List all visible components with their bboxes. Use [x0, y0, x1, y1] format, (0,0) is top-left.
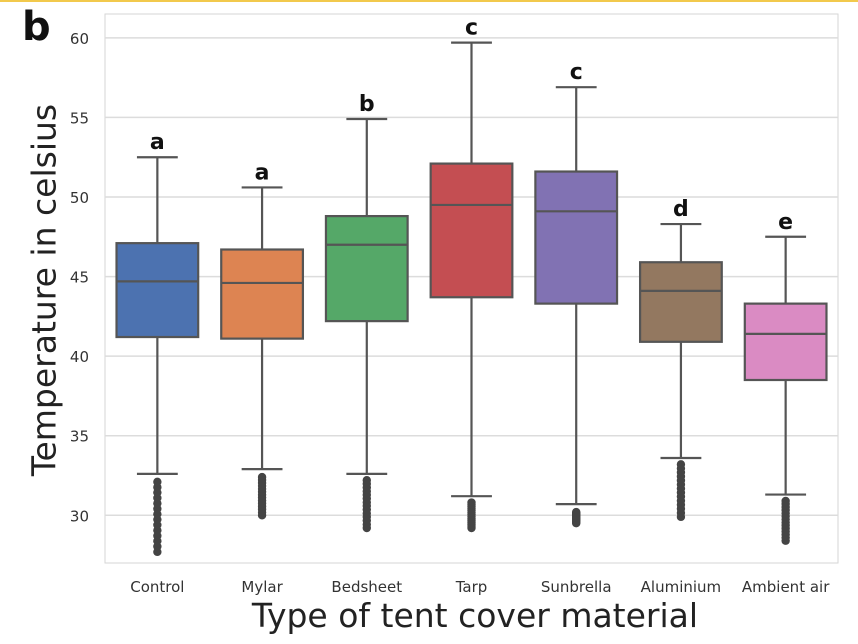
significance-letter: a [255, 160, 270, 185]
outlier-point [572, 507, 581, 517]
box-bedsheet [324, 214, 409, 323]
y-tick-label: 55 [70, 109, 89, 127]
x-tick-label: Control [130, 578, 184, 596]
y-tick-label: 50 [70, 189, 89, 207]
x-tick-label: Ambient air [742, 578, 830, 596]
significance-letter: d [673, 197, 689, 222]
outlier-point [781, 496, 790, 506]
box-ambient-air [743, 302, 828, 382]
box-sunbrella [534, 170, 619, 305]
significance-letter: b [359, 92, 375, 117]
outlier-point [676, 460, 686, 469]
x-tick-label: Mylar [241, 578, 283, 596]
significance-letter: a [150, 130, 165, 155]
x-tick-label: Sunbrella [541, 578, 612, 596]
y-tick-label: 40 [70, 348, 89, 366]
outlier-point [362, 476, 371, 485]
outlier-point [467, 498, 476, 507]
significance-letter: c [465, 16, 478, 41]
box-control [115, 242, 200, 339]
y-tick-label: 35 [70, 428, 89, 446]
y-axis-title: Temperature in celsius [24, 103, 64, 477]
outlier-point [153, 477, 162, 487]
panel-label: b [22, 4, 51, 50]
y-tick-label: 60 [70, 30, 89, 48]
y-tick-label: 30 [70, 507, 89, 525]
top-rule [0, 0, 858, 2]
x-axis-title: Type of tent cover material [251, 596, 699, 635]
y-tick-label: 45 [70, 269, 89, 287]
outlier-point [257, 472, 267, 482]
box-aluminium [638, 261, 723, 343]
significance-letter: c [570, 60, 583, 85]
box-tarp [429, 162, 514, 299]
x-tick-label: Tarp [455, 578, 488, 596]
box-mylar [220, 248, 305, 340]
significance-letter: e [778, 210, 793, 235]
plot-area: 30 35 40 45 50 55 60 a Control a Mylar b Bedsheet c Ta… [70, 13, 839, 596]
x-tick-label: Aluminium [641, 578, 722, 596]
x-tick-label: Bedsheet [331, 578, 402, 596]
